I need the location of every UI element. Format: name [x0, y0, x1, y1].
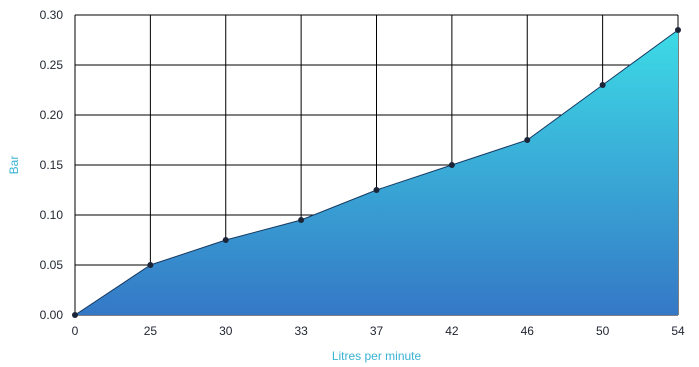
y-tick-label: 0.30	[40, 8, 64, 22]
y-tick-label: 0.25	[40, 58, 64, 72]
x-tick-label: 37	[370, 324, 384, 338]
data-point	[298, 217, 305, 223]
y-tick-label: 0.00	[40, 308, 64, 322]
x-tick-label: 54	[671, 324, 685, 338]
data-point	[72, 312, 78, 318]
x-tick-label: 0	[72, 324, 79, 338]
x-tick-label: 42	[445, 324, 459, 338]
x-axis-title: Litres per minute	[332, 349, 422, 363]
data-point	[448, 162, 455, 168]
y-tick-label: 0.10	[40, 208, 64, 222]
y-tick-label: 0.15	[40, 158, 64, 172]
data-point	[147, 262, 154, 268]
area-fill	[75, 30, 678, 315]
data-point	[222, 237, 229, 243]
data-point	[599, 82, 606, 88]
x-tick-label: 50	[596, 324, 610, 338]
x-tick-label: 46	[521, 324, 535, 338]
y-tick-label: 0.20	[40, 108, 64, 122]
data-point	[524, 137, 531, 143]
x-tick-label: 30	[219, 324, 233, 338]
x-tick-label: 33	[294, 324, 308, 338]
x-tick-label: 25	[144, 324, 158, 338]
y-tick-label: 0.05	[40, 258, 64, 272]
data-point	[675, 27, 681, 33]
y-axis-title: Bar	[7, 156, 21, 175]
data-point	[373, 187, 380, 193]
